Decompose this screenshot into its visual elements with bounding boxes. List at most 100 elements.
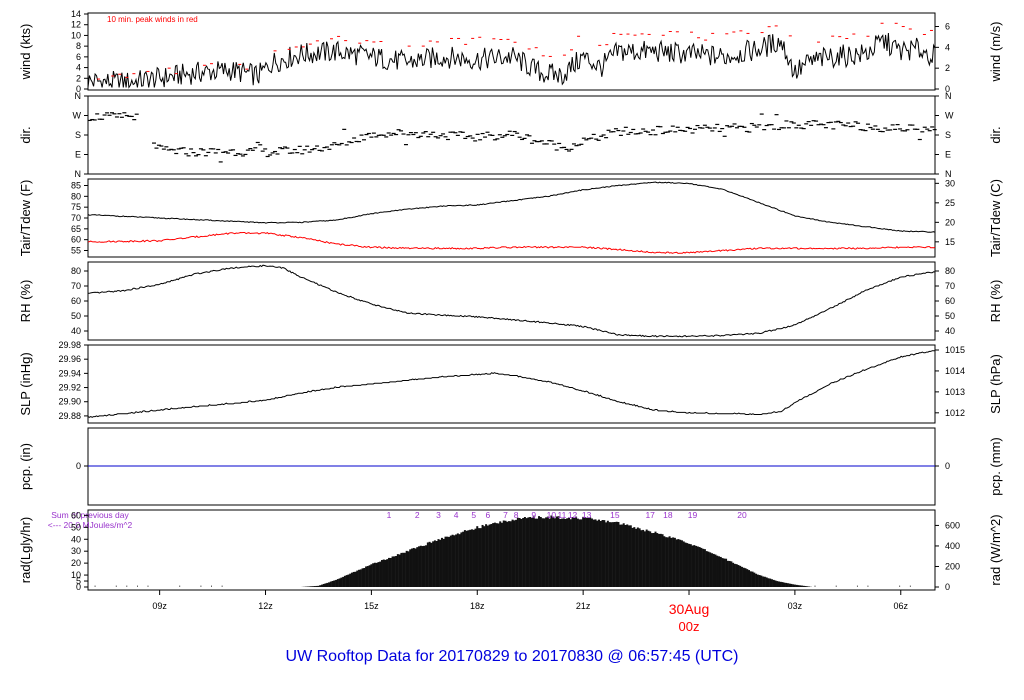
direction-ytick-left: W bbox=[73, 111, 82, 121]
date-marker-label: 30Aug bbox=[669, 601, 709, 617]
temperature-ytick-left: 75 bbox=[71, 202, 81, 212]
radiation-hour-label: 2 bbox=[415, 510, 420, 520]
radiation-hour-label: 9 bbox=[531, 510, 536, 520]
pressure-ytick-left: 29.94 bbox=[58, 368, 81, 378]
wind-ytick-right: 6 bbox=[945, 22, 950, 32]
pressure-ytick-right: 1015 bbox=[945, 345, 965, 355]
chart-title: UW Rooftop Data for 20170829 to 20170830… bbox=[285, 648, 739, 665]
rh-ytick-right: 70 bbox=[945, 281, 955, 291]
radiation-ytick-left: 30 bbox=[71, 546, 81, 556]
direction-ytick-left: E bbox=[75, 150, 81, 160]
radiation-hour-label: 5 bbox=[471, 510, 476, 520]
pressure-ytick-left: 29.92 bbox=[58, 383, 81, 393]
pressure-ytick-right: 1014 bbox=[945, 366, 965, 376]
rh-ytick-right: 60 bbox=[945, 296, 955, 306]
radiation-ytick-right: 400 bbox=[945, 541, 960, 551]
direction-ytick-left: N bbox=[75, 169, 82, 179]
temperature-ytick-left: 80 bbox=[71, 191, 81, 201]
radiation-hour-label: 4 bbox=[454, 510, 459, 520]
direction-ytick-left: N bbox=[75, 91, 82, 101]
wind-ytick-left: 8 bbox=[76, 41, 81, 51]
air-temperature-line bbox=[87, 181, 936, 233]
rh-ytick-right: 40 bbox=[945, 326, 955, 336]
wind-speed-line bbox=[87, 32, 936, 89]
radiation-hour-label: 13 bbox=[582, 510, 592, 520]
radiation-hour-label: 12 bbox=[568, 510, 578, 520]
x-tick-label: 12z bbox=[258, 601, 273, 611]
wind-ylabel-right: wind (m/s) bbox=[988, 22, 1003, 83]
pressure-ytick-right: 1013 bbox=[945, 387, 965, 397]
relative-humidity-line bbox=[87, 264, 936, 338]
x-tick-label: 03z bbox=[788, 601, 803, 611]
radiation-hour-label: 10 bbox=[547, 510, 557, 520]
rh-ytick-left: 50 bbox=[71, 311, 81, 321]
radiation-ytick-right: 200 bbox=[945, 561, 960, 571]
radiation-hour-label: 6 bbox=[485, 510, 490, 520]
wind-ytick-right: 4 bbox=[945, 42, 950, 52]
radiation-ytick-right: 0 bbox=[945, 582, 950, 592]
rh-panel-frame bbox=[87, 261, 936, 341]
wind-ytick-left: 0 bbox=[76, 84, 81, 94]
temperature-ytick-left: 70 bbox=[71, 213, 81, 223]
radiation-hour-label: 17 bbox=[645, 510, 655, 520]
direction-ytick-left: S bbox=[75, 130, 81, 140]
radiation-sum-annotation: Sum of previous day bbox=[51, 510, 129, 520]
radiation-hour-label: 18 bbox=[663, 510, 673, 520]
pressure-ylabel-right: SLP (hPa) bbox=[988, 354, 1003, 414]
rh-ytick-right: 80 bbox=[945, 266, 955, 276]
temperature-ytick-left: 85 bbox=[71, 181, 81, 191]
direction-ylabel-left: dir. bbox=[18, 126, 33, 143]
pressure-ylabel-left: SLP (inHg) bbox=[18, 352, 33, 415]
radiation-ylabel-left: rad(Lgly/hr) bbox=[18, 517, 33, 583]
radiation-ytick-left: 10 bbox=[71, 570, 81, 580]
rh-ylabel-right: RH (%) bbox=[988, 280, 1003, 323]
wind-ytick-right: 0 bbox=[945, 84, 950, 94]
temperature-ytick-right: 15 bbox=[945, 237, 955, 247]
rh-ylabel-left: RH (%) bbox=[18, 280, 33, 323]
wind-ytick-left: 10 bbox=[71, 30, 81, 40]
dewpoint-line bbox=[87, 231, 936, 254]
radiation-hour-label: 8 bbox=[514, 510, 519, 520]
radiation-hour-label: 7 bbox=[503, 510, 508, 520]
pressure-ytick-right: 1012 bbox=[945, 408, 965, 418]
precipitation-ytick-right: 0 bbox=[945, 461, 950, 471]
radiation-hour-label: 15 bbox=[610, 510, 620, 520]
wind-panel-frame bbox=[87, 12, 936, 91]
x-tick-label: 21z bbox=[576, 601, 591, 611]
temperature-ytick-right: 25 bbox=[945, 198, 955, 208]
radiation-hour-label: 3 bbox=[436, 510, 441, 520]
rh-ytick-left: 40 bbox=[71, 326, 81, 336]
direction-ytick-right: S bbox=[945, 130, 951, 140]
wind-ytick-left: 14 bbox=[71, 9, 81, 19]
wind-ytick-left: 4 bbox=[76, 63, 81, 73]
direction-ytick-right: W bbox=[945, 111, 954, 121]
temperature-ylabel-right: Tair/Tdew (C) bbox=[988, 179, 1003, 257]
wind-ylabel-left: wind (kts) bbox=[18, 24, 33, 81]
precipitation-ylabel-left: pcp. (in) bbox=[18, 443, 33, 490]
date-marker-sublabel: 00z bbox=[679, 619, 700, 634]
temperature-ylabel-left: Tair/Tdew (F) bbox=[18, 180, 33, 257]
pressure-panel-frame bbox=[87, 344, 936, 424]
rh-ytick-left: 70 bbox=[71, 281, 81, 291]
pressure-ytick-left: 29.98 bbox=[58, 340, 81, 350]
x-tick-label: 18z bbox=[470, 601, 485, 611]
wind-ytick-left: 12 bbox=[71, 20, 81, 30]
radiation-ytick-left: 60 bbox=[71, 510, 81, 520]
peak-wind-annotation: 10 min. peak winds in red bbox=[107, 15, 198, 24]
direction-ytick-right: E bbox=[945, 150, 951, 160]
radiation-ytick-left: 5 bbox=[76, 576, 81, 586]
radiation-hour-label: 19 bbox=[688, 510, 698, 520]
radiation-ylabel-right: rad (W/m^2) bbox=[988, 514, 1003, 585]
rh-ytick-left: 60 bbox=[71, 296, 81, 306]
wind-ytick-right: 2 bbox=[945, 63, 950, 73]
precipitation-ylabel-right: pcp. (mm) bbox=[988, 437, 1003, 496]
temperature-ytick-right: 30 bbox=[945, 178, 955, 188]
temperature-ytick-left: 55 bbox=[71, 246, 81, 256]
radiation-ytick-right: 600 bbox=[945, 520, 960, 530]
radiation-ytick-left: 20 bbox=[71, 558, 81, 568]
pressure-ytick-left: 29.96 bbox=[58, 354, 81, 364]
precipitation-ytick-left: 0 bbox=[76, 461, 81, 471]
radiation-hour-label: 20 bbox=[737, 510, 747, 520]
x-tick-label: 15z bbox=[364, 601, 379, 611]
